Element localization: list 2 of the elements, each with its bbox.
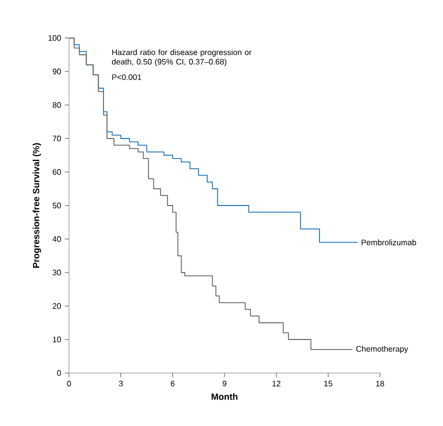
y-axis-title: Progression-free Survival (%) (32, 143, 42, 268)
x-axis-title: Month (212, 393, 238, 400)
